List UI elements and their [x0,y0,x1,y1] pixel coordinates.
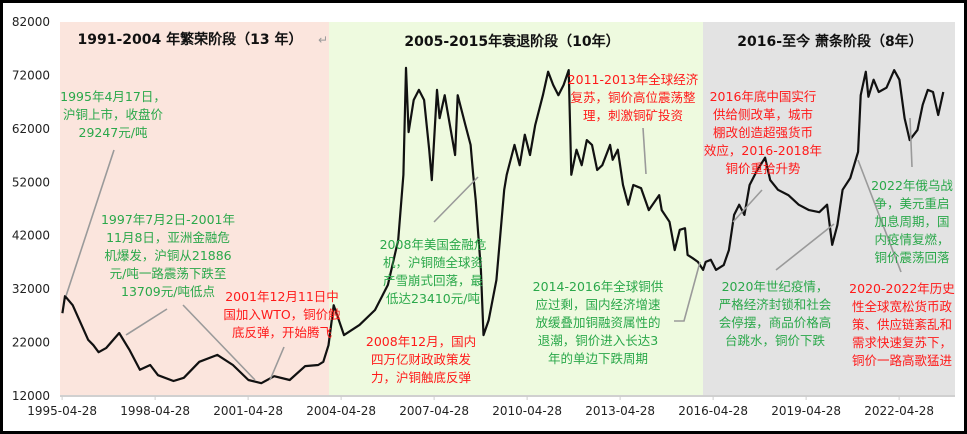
return-mark: ↵ [318,33,328,47]
annotation-line: 国加入WTO，铜价触 [223,307,341,322]
x-tick-label: 2019-04-28 [771,404,841,418]
annotation-line: 内疫情复燃， [874,232,949,247]
annotation-line: 2016年底中国实行 [710,89,817,104]
y-tick-label: 62000 [12,122,50,136]
annotation-line: 四万亿财政政策发 [371,352,472,367]
annotation-line: 2008年美国金融危 [380,237,487,252]
phase-background [329,22,703,396]
annotation-line: 底反弹，开始腾飞 [232,325,332,340]
annotation-line: 性全球宽松货币政 [852,299,953,314]
annotation-line: 争，美元重启 [874,196,949,211]
x-tick-label: 1998-04-28 [120,404,190,418]
annotation-line: 产雪崩式回落，最 [383,273,484,288]
annotation-line: 理，刺激铜矿投资 [583,108,683,123]
phase-title: 2016-至今 萧条阶段（8年） [737,33,922,50]
annotation-line: 会停摆，商品价格高 [719,315,832,330]
annotation-line: 29247元/吨 [79,125,148,140]
annotation-line: 机，沪铜随全球资 [383,255,483,270]
annotation-line: 1995年4月17日， [60,89,166,104]
annotation-line: 加息周期，国 [874,214,949,229]
annotation-line: 铜价重拾升势 [725,161,801,176]
annotation-line: 13709元/吨低点 [121,284,215,299]
annotation-line: 年的单边下跌周期 [548,351,648,366]
annotation-line: 复苏，铜价高位震荡整 [570,90,696,105]
y-tick-label: 42000 [12,229,50,243]
annotation-leader-line [65,149,115,297]
annotation-leader-line [182,304,256,381]
annotation-line: 沪铜上市，收盘价 [63,107,164,122]
annotation-line: 2001年12月11日中 [225,289,339,304]
annotation-leader-line [125,308,168,336]
annotation-leader-line [674,261,701,322]
x-tick-label: 2016-04-28 [678,404,748,418]
x-tick-label: 2022-04-28 [864,404,934,418]
annotation-line: 低达23410元/吨 [386,291,480,306]
annotation-line: 策、供应链紊乱和 [852,317,952,332]
annotation-line: 11月8日，亚洲金融危 [106,230,230,245]
annotation-line: 需求快速复苏下， [852,335,952,350]
annotation-line: 供给侧改革，城市 [713,107,813,122]
annotation-line: 元/吨一路震荡下跌至 [110,266,227,281]
annotation-leader-line [642,127,647,175]
annotation-line: 2020-2022年历史 [849,281,955,296]
annotation-leader-line [909,117,913,168]
annotation-line: 棚改创造超强货币 [713,125,813,140]
phase-title: 1991-2004 年繁荣阶段（13 年） [78,31,303,48]
annotation-line: 应过剩，国内经济增速 [535,297,661,312]
y-tick-label: 22000 [12,336,50,350]
x-tick-label: 2004-04-28 [306,404,376,418]
phase-background [60,22,329,396]
annotation-line: 铜价震荡回落 [874,250,950,265]
x-tick-label: 2007-04-28 [399,404,469,418]
y-tick-label: 82000 [12,15,50,29]
annotation-line: 力，沪铜触底反弹 [371,370,471,385]
annotation-leader-line [269,346,285,381]
x-tick-label: 2001-04-28 [213,404,283,418]
x-tick-label: 1995-04-28 [27,404,97,418]
annotation-leader-line [732,189,763,223]
annotation-line: 放缓叠加铜融资属性的 [535,315,660,330]
price-line [61,66,945,385]
annotation-line: 2020年世纪疫情， [722,279,829,294]
annotation-line: 台跳水，铜价下跌 [725,333,826,348]
x-tick-label: 2013-04-28 [585,404,655,418]
annotation-leader-line [857,159,902,273]
annotation-line: 铜价一路高歌猛进 [852,353,953,368]
annotation-leader-line [433,176,479,223]
annotation-line: 严格经济封锁和社会 [719,297,832,312]
annotation-line: 2014-2016年全球铜供 [533,279,664,294]
annotation-line: 效应，2016-2018年 [704,143,822,158]
annotation: 1995年4月17日， 沪铜上市，收盘价 29247元/吨 [60,89,166,140]
annotation-line: 机爆发，沪铜从21886 [104,248,231,263]
annotation-line: 2022年俄乌战 [871,178,953,193]
annotation: 2016年底中国实行供给侧改革，城市棚改创造超强货币效应，2016-2018年铜… [704,89,822,176]
annotation-line: 退潮，铜价进入长达3 [538,333,658,348]
annotation-line: 1997年7月2日-2001年 [101,212,235,227]
annotation: 2014-2016年全球铜供应过剩，国内经济增速放缓叠加铜融资属性的退潮，铜价进… [533,279,664,366]
annotation-line: 2008年12月，国内 [366,334,476,349]
y-tick-label: 52000 [12,175,50,189]
x-tick-label: 2010-04-28 [492,404,562,418]
y-tick-label: 72000 [12,68,50,82]
y-tick-label: 32000 [12,282,50,296]
annotation-line: 2011-2013年全球经济 [568,72,699,87]
y-tick-label: 12000 [12,389,50,403]
annotation-leader-line [775,223,835,271]
phase-title: 2005-2015年衰退阶段（10年） [404,33,619,50]
